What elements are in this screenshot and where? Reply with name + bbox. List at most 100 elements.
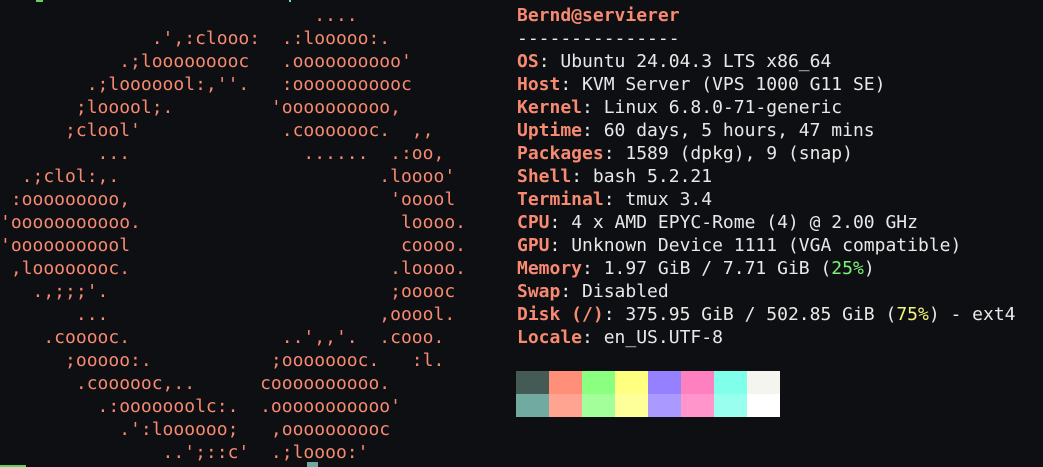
disk-percent: 75% [896,304,929,325]
info-row-disk: Disk (/): 375.95 GiB / 502.85 GiB (75%) … [517,303,1016,326]
user-host-title: Bernd@servierer [517,4,1016,27]
info-row-cpu: CPU: 4 x AMD EPYC-Rome (4) @ 2.00 GHz [517,211,1016,234]
info-label: Disk (/) [517,304,604,325]
info-value: 1.97 GiB / 7.71 GiB ( [592,258,832,279]
logo-line: ... ...... .:oo, [0,143,445,164]
logo-line: ;looool;. 'oooooooooo, [0,97,401,118]
palette-swatch-bright-7 [747,394,780,417]
info-value: KVM Server (VPS 1000 G11 SE) [571,74,886,95]
palette-swatch-bright-6 [714,394,747,417]
palette-swatch-bright-5 [681,394,714,417]
logo-line: .cooooc. ..',,'. .cooo. [0,327,445,348]
terminal-cursor [307,462,318,467]
info-value: bash 5.2.21 [582,166,713,187]
colon: : [549,235,561,256]
logo-line: ;ooooo:. ;oooooooc. :l. [0,350,445,371]
colon: : [582,327,593,348]
info-row-locale: Locale: en_US.UTF-8 [517,326,1016,349]
colon: : [603,143,615,164]
colon: : [603,189,615,210]
logo-line: .... [0,5,358,26]
colon: : [560,281,572,302]
info-rows: OS: Ubuntu 24.04.3 LTS x86_64 Host: KVM S… [517,50,1016,257]
palette-swatch-normal-1 [549,371,582,394]
info-label: Terminal [517,189,604,210]
logo-line: .':loooooo; ,oooooooooc [0,419,391,440]
prompt-remnant-top-cursor [289,0,291,2]
info-label: Kernel [517,97,583,118]
palette-swatch-normal-2 [582,371,615,394]
info-value: 60 days, 5 hours, 47 mins [592,120,875,141]
info-row-os: OS: Ubuntu 24.04.3 LTS x86_64 [517,50,1016,73]
info-value: 375.95 GiB / 502.85 GiB ( [614,304,897,325]
ubuntu-ascii-logo: .... .',:clooo: .:looooo:. .;looooooooc … [0,4,466,464]
logo-line: ..';::c' .;loooo:' [0,442,369,463]
logo-line: ,loooooooc. .loooo. [0,258,466,279]
colon: : [549,212,561,233]
logo-line: :ooooooooo, 'ooool [0,189,456,210]
info-row-gpu: GPU: Unknown Device 1111 (VGA compatible… [517,234,1016,257]
info-value: tmux 3.4 [614,189,713,210]
logo-line: .coooooc,.. coooooooooo. [0,373,391,394]
palette-swatch-bright-2 [582,394,615,417]
info-row-kernel: Kernel: Linux 6.8.0-71-generic [517,96,1016,119]
palette-swatch-bright-3 [615,394,648,417]
palette-swatch-normal-0 [516,371,549,394]
palette-swatch-normal-3 [615,371,648,394]
info-label: Packages [517,143,604,164]
colon: : [582,97,593,118]
logo-line: .:ooooooolc:. .ooooooooooo' [0,396,401,417]
logo-line: ... ,ooool. [0,304,456,325]
info-label: Shell [517,166,572,187]
logo-line: .;looooool:,''. :ooooooooooc [0,74,412,95]
palette-swatch-normal-6 [714,371,747,394]
info-row-host: Host: KVM Server (VPS 1000 G11 SE) [517,73,1016,96]
info-value: Ubuntu 24.04.3 LTS x86_64 [549,51,832,72]
info-value: Linux 6.8.0-71-generic [592,97,843,118]
palette-swatch-normal-4 [648,371,681,394]
username: Bernd [517,5,572,26]
colon: : [538,51,550,72]
info-row-terminal: Terminal: tmux 3.4 [517,188,1016,211]
prompt-remnant-bottom [0,465,26,467]
info-label: Memory [517,258,583,279]
logo-line: .;looooooooc .oooooooooo' [0,51,412,72]
palette-swatch-bright-1 [549,394,582,417]
colon: : [582,258,593,279]
info-row-memory: Memory: 1.97 GiB / 7.71 GiB (25%) [517,257,1016,280]
logo-line: .,;;;'. ;ooooc [0,281,456,302]
info-value: Disabled [571,281,669,302]
logo-line: .;clol:,. .loooo' [0,166,456,187]
info-value: 4 x AMD EPYC-Rome (4) @ 2.00 GHz [560,212,918,233]
palette-swatch-normal-5 [681,371,714,394]
info-row-swap: Swap: Disabled [517,280,1016,303]
info-suffix: ) - ext4 [928,304,1016,325]
info-label: Host [517,74,561,95]
logo-line: ;clool' .cooooooc. ,, [0,120,434,141]
info-label: GPU [517,235,550,256]
logo-line: 'ooooooooooo. loooo. [0,212,466,233]
info-row-shell: Shell: bash 5.2.21 [517,165,1016,188]
system-info: Bernd@servierer --------------- OS: Ubun… [517,4,1016,349]
colon: : [582,120,593,141]
info-value: en_US.UTF-8 [592,327,723,348]
info-label: OS [517,51,539,72]
info-label: Uptime [517,120,583,141]
info-value: 1589 (dpkg), 9 (snap) [614,143,853,164]
memory-percent: 25% [831,258,864,279]
color-palette [516,371,780,417]
colon: : [603,304,615,325]
info-value: Unknown Device 1111 (VGA compatible) [560,235,962,256]
palette-swatch-bright-0 [516,394,549,417]
logo-line: 'ooooooooool coooo. [0,235,466,256]
info-label: Swap [517,281,561,302]
palette-swatch-bright-4 [648,394,681,417]
info-row-packages: Packages: 1589 (dpkg), 9 (snap) [517,142,1016,165]
info-label: Locale [517,327,583,348]
hostname: servierer [582,5,680,26]
palette-swatch-normal-7 [747,371,780,394]
colon: : [560,74,572,95]
at-sign: @ [571,5,583,26]
colon: : [571,166,583,187]
logo-line: .',:clooo: .:looooo:. [0,28,391,49]
